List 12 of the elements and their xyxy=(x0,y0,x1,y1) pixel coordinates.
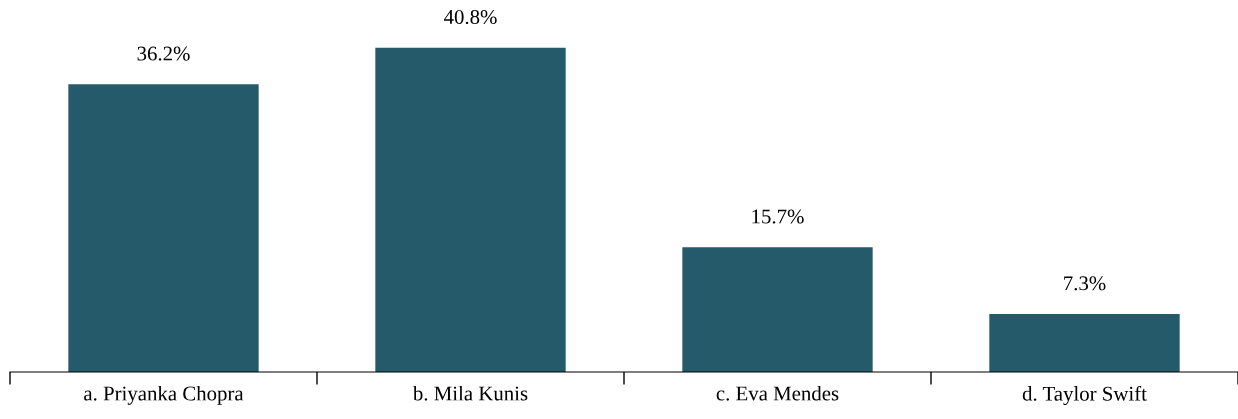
bar xyxy=(68,84,259,372)
x-tick-label: b. Mila Kunis xyxy=(412,385,528,401)
data-label: 7.3% xyxy=(1064,276,1106,291)
x-tick-label: a. Priyanka Chopra xyxy=(84,385,244,405)
data-label: 36.2% xyxy=(137,46,190,61)
data-label: 15.7% xyxy=(752,209,804,224)
data-label: 40.8% xyxy=(444,9,497,25)
x-tick-label: d. Taylor Swift xyxy=(1022,385,1147,406)
x-tick-label: c. Eva Mendes xyxy=(716,385,839,401)
bar xyxy=(682,247,873,372)
bar xyxy=(989,313,1180,372)
bar xyxy=(375,47,566,372)
